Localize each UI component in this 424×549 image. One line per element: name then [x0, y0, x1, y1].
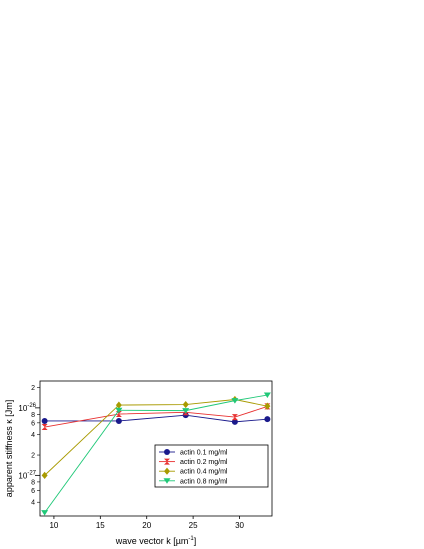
- y-minor-tick-label: 6: [31, 488, 35, 495]
- data-point: [182, 408, 190, 414]
- legend-label: actin 0.8 mg/ml: [180, 478, 228, 485]
- y-major-tick-label: 10-27: [18, 470, 36, 480]
- x-tick-label: 30: [235, 521, 244, 530]
- legend-marker: [164, 467, 170, 475]
- y-tick-base: 10: [18, 471, 27, 480]
- y-minor-tick-label: 4: [31, 500, 35, 507]
- plot-frame: [39, 380, 273, 517]
- data-point: [115, 401, 122, 409]
- data-point: [41, 471, 48, 479]
- x-axis-label-main: wave vector k [µm: [115, 536, 189, 546]
- x-tick-label: 25: [189, 521, 198, 530]
- legend-entry: actin 0.1 mg/ml: [159, 449, 228, 457]
- legend: actin 0.1 mg/ml actin 0.2 mg/ml actin 0.4 …: [154, 444, 269, 488]
- y-minor-tick-label: 8: [31, 412, 35, 419]
- data-point: [231, 398, 239, 404]
- x-axis-label-sup: -1: [188, 536, 194, 542]
- y-minor-tick-label: 8: [31, 479, 35, 486]
- data-point: [41, 424, 48, 431]
- axis-labels: wave vector k [µm-1] apparent stiffness …: [4, 400, 196, 546]
- x-tick-label: 20: [142, 521, 151, 530]
- x-axis-label: wave vector k [µm-1]: [115, 536, 197, 546]
- y-tick-exponent: -26: [27, 403, 36, 409]
- y-minor-tick-label: 6: [31, 420, 35, 427]
- series-layer: [41, 392, 271, 516]
- data-point: [231, 414, 238, 421]
- data-point: [41, 510, 49, 516]
- series-4: [41, 392, 271, 516]
- y-minor-tick-label: 4: [31, 432, 35, 439]
- y-minor-tick-label: 2: [31, 453, 35, 460]
- x-axis-label-end: ]: [194, 536, 197, 546]
- legend-label: actin 0.2 mg/ml: [180, 459, 228, 466]
- data-point: [264, 402, 271, 410]
- legend-entry: actin 0.8 mg/ml: [159, 478, 228, 485]
- legend-entry: actin 0.2 mg/ml: [159, 458, 228, 466]
- legend-label: actin 0.4 mg/ml: [180, 469, 228, 476]
- data-point: [263, 392, 271, 399]
- data-point: [41, 417, 48, 424]
- legend-entry: actin 0.4 mg/ml: [159, 467, 228, 476]
- y-axis-label: apparent stiffness κ [Jm]: [4, 400, 14, 497]
- series-2: [41, 403, 271, 431]
- data-point: [115, 417, 122, 424]
- data-point: [115, 407, 123, 414]
- legend-marker: [164, 458, 170, 465]
- y-tick-exponent: -27: [27, 470, 36, 476]
- data-point: [182, 400, 189, 409]
- legend-marker: [163, 478, 171, 484]
- y-minor-tick-label: 2: [31, 385, 35, 392]
- data-point: [231, 418, 238, 425]
- data-point: [264, 416, 271, 423]
- legend-marker: [164, 449, 170, 455]
- y-tick-base: 10: [18, 404, 27, 413]
- x-tick-label: 15: [96, 521, 105, 530]
- x-tick-label: 10: [49, 521, 58, 530]
- legend-label: actin 0.1 mg/ml: [180, 450, 228, 457]
- y-major-tick-label: 10-26: [18, 403, 36, 413]
